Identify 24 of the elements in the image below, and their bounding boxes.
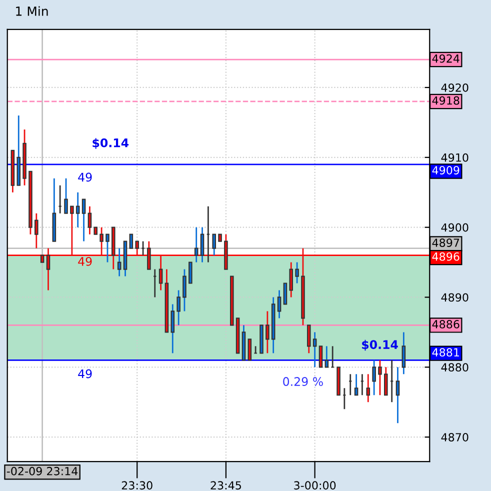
annotation: 0.29 % [283,377,323,386]
x-tick-label: 3-00:00 [294,481,336,490]
chart-title: 1 Min [16,6,48,16]
y-tick-label: 4870 [441,433,468,442]
ref-line-label: 4897 [432,238,460,247]
annotation: 49 [78,369,92,378]
ref-line-label: 4918 [432,96,460,105]
ref-line-label: 4924 [432,54,460,63]
ref-line-label: 4909 [432,166,460,174]
ref-line-label: 4896 [432,252,460,261]
x-tick-label: 23:45 [210,481,241,490]
y-tick-label: 4900 [441,223,468,232]
y-tick-label: 4910 [441,153,468,162]
annotation: $0.14 [92,138,129,149]
x-tick-label: 23:30 [122,481,152,490]
ref-line-label: -02-09 23:14 [6,466,78,476]
ref-line-label: 4881 [432,348,459,357]
annotation: 49 [78,172,92,182]
annotation: $0.14 [362,340,398,351]
ref-line-label: 4886 [432,320,460,328]
annotation: 49 [78,256,92,266]
y-tick-label: 4890 [441,293,468,302]
y-tick-label: 4920 [441,83,468,92]
y-tick-label: 4880 [441,363,468,372]
